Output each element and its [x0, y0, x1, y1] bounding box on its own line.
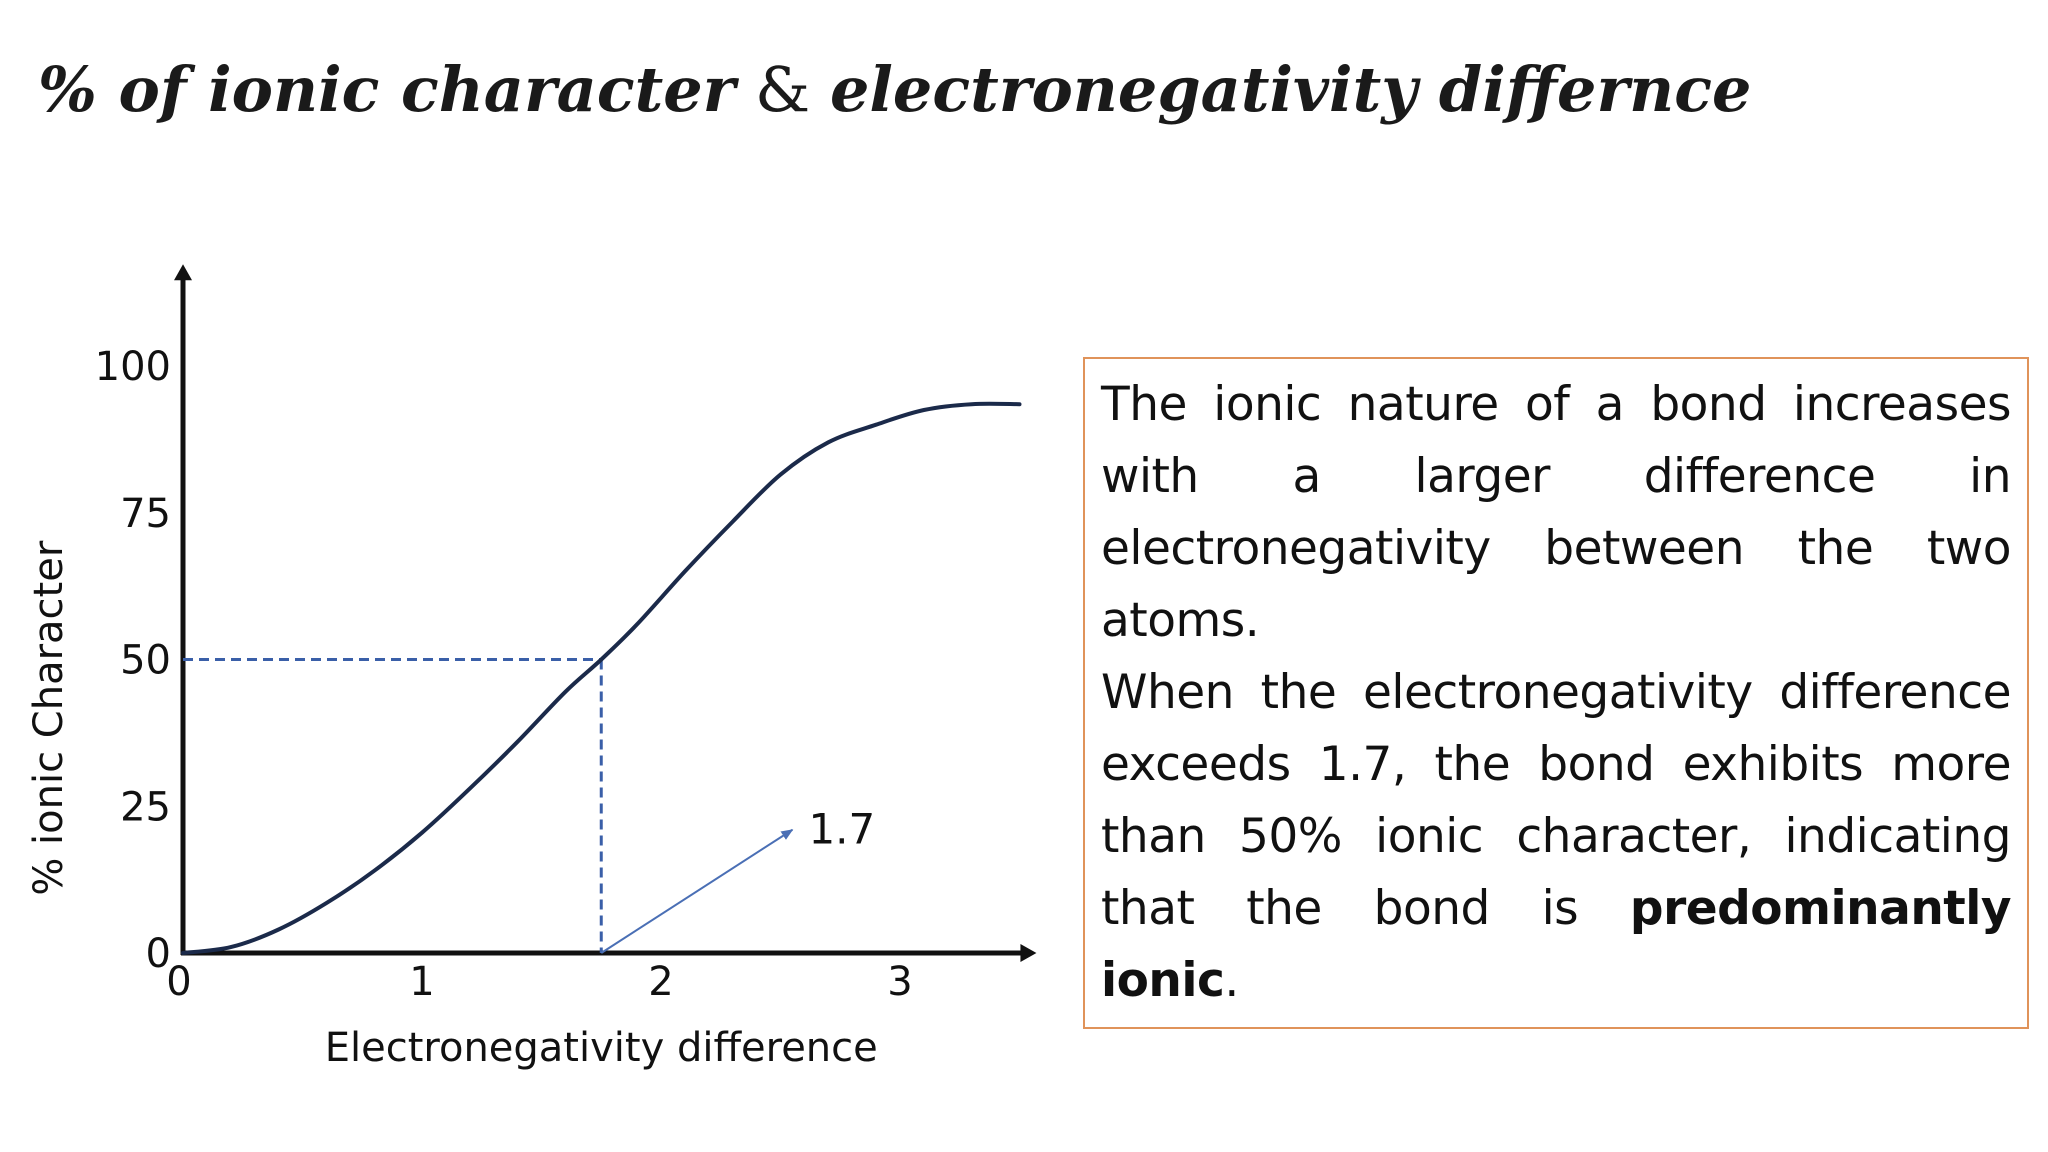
- explanation-text-start: When the electronegativity difference ex…: [1101, 665, 2012, 936]
- annotation-label: 1.7: [808, 805, 875, 854]
- ionic-character-curve: [181, 401, 1022, 955]
- x-axis-title: Electronegativity difference: [325, 1025, 878, 1071]
- x-tick-label: 2: [648, 959, 673, 1005]
- slide-title: % of ionic character & electronegativity…: [38, 50, 1751, 130]
- y-tick-label: 100: [95, 344, 171, 390]
- predominantly-ionic-emphasis: predominantly ionic: [1101, 881, 2012, 1008]
- x-tick-label: 3: [887, 959, 912, 1005]
- y-tick-label: 25: [120, 784, 171, 830]
- title-connector: &: [735, 53, 830, 126]
- title-part-electronegativity: electronegativity differnce: [829, 53, 1752, 126]
- y-tick-label: 0: [146, 931, 171, 977]
- annotation-arrow: [600, 828, 794, 954]
- explanation-text-end: .: [1224, 953, 1239, 1008]
- x-tick-label: 0: [166, 959, 191, 1005]
- title-part-ionic-character: % of ionic character: [38, 53, 736, 126]
- x-tick-label: 1: [409, 959, 434, 1005]
- explanation-text-box: The ionic nature of a bond increases wit…: [1083, 357, 2029, 1029]
- x-axis-arrowhead: [1020, 944, 1037, 962]
- ionic-character-chart: 1.7 0 1 2 3 0 25 50 75 100 Electronegativity di…: [26, 264, 1037, 1071]
- explanation-paragraph-1: The ionic nature of a bond increases wit…: [1101, 377, 2012, 648]
- y-axis-title: % ionic Character: [26, 540, 72, 896]
- y-tick-label: 75: [120, 491, 171, 537]
- y-axis-arrowhead: [174, 264, 192, 281]
- explanation-paragraph-2: When the electronegativity difference ex…: [1101, 657, 2012, 1017]
- y-tick-label: 50: [120, 638, 171, 684]
